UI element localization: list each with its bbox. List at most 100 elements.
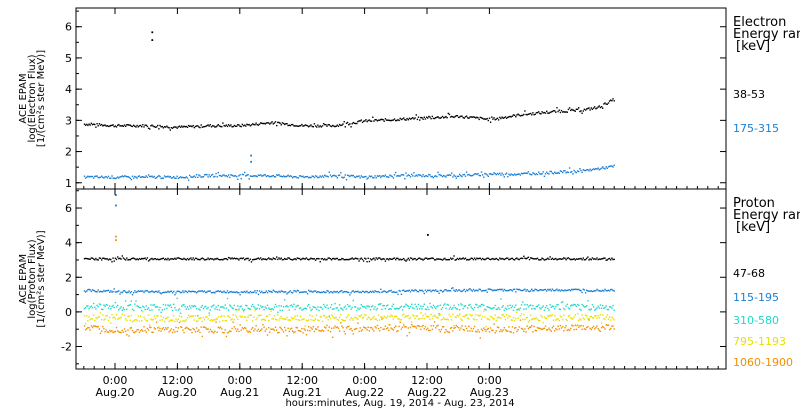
data-point <box>240 257 242 259</box>
data-point <box>373 308 375 310</box>
data-point <box>227 331 230 333</box>
data-point <box>236 316 238 318</box>
data-point <box>435 175 437 177</box>
data-point <box>503 327 505 329</box>
data-point <box>468 325 470 328</box>
data-point <box>273 329 276 331</box>
data-point <box>246 174 248 176</box>
data-point <box>343 307 345 309</box>
data-point <box>508 173 510 175</box>
data-point <box>139 315 142 317</box>
data-point <box>576 288 579 291</box>
data-point <box>435 117 437 119</box>
data-point <box>571 171 573 173</box>
data-point <box>525 290 527 292</box>
data-point <box>376 258 379 260</box>
data-point <box>563 314 565 316</box>
data-point <box>530 257 532 259</box>
data-point <box>400 259 403 261</box>
data-point <box>105 303 107 306</box>
data-point <box>141 126 143 128</box>
data-point <box>468 259 470 261</box>
data-point <box>219 326 222 328</box>
data-point <box>377 314 380 316</box>
data-point <box>129 124 131 126</box>
data-point <box>456 175 459 178</box>
data-point <box>278 257 280 259</box>
data-point <box>136 177 138 179</box>
data-point <box>588 170 590 172</box>
outlier-point <box>151 39 154 41</box>
data-point <box>145 175 147 177</box>
data-point <box>594 290 596 292</box>
data-point <box>261 259 263 261</box>
data-point <box>130 314 133 317</box>
data-point <box>467 290 469 292</box>
data-point <box>338 123 341 126</box>
data-point <box>493 307 495 309</box>
data-point <box>245 258 247 260</box>
data-point <box>542 328 544 330</box>
data-point <box>591 108 594 110</box>
data-point <box>372 258 374 260</box>
data-point <box>320 258 322 260</box>
data-point <box>370 259 373 261</box>
data-point <box>130 178 133 181</box>
data-point <box>179 258 182 260</box>
data-point <box>312 175 314 178</box>
data-point <box>580 169 582 172</box>
data-point <box>208 125 210 127</box>
data-point <box>190 307 192 309</box>
data-point <box>557 318 559 320</box>
data-point <box>356 290 358 293</box>
data-point <box>305 308 308 310</box>
data-point <box>95 126 97 128</box>
data-point <box>102 257 104 259</box>
data-point <box>152 125 154 127</box>
data-point <box>453 116 455 119</box>
data-point <box>348 175 350 177</box>
data-point <box>360 314 362 316</box>
data-point <box>153 258 155 260</box>
data-point <box>253 330 255 332</box>
data-point <box>311 258 313 260</box>
data-point <box>286 175 288 177</box>
data-point <box>400 293 403 295</box>
data-point <box>91 257 94 259</box>
data-point <box>306 258 309 260</box>
data-point <box>289 305 292 307</box>
data-point <box>89 306 91 308</box>
data-point <box>496 326 499 328</box>
data-point <box>141 320 143 322</box>
data-point <box>484 172 486 175</box>
data-point <box>301 176 303 178</box>
data-point <box>272 123 274 125</box>
data-point <box>185 259 187 261</box>
data-point <box>334 125 336 128</box>
data-point <box>296 327 298 329</box>
data-point <box>484 328 486 331</box>
data-point <box>428 308 430 311</box>
data-point <box>385 258 388 260</box>
data-point <box>423 258 425 260</box>
data-point <box>406 335 408 337</box>
data-point <box>242 328 245 330</box>
data-point <box>487 257 489 259</box>
data-point <box>161 309 163 311</box>
data-point <box>256 307 258 309</box>
data-point <box>194 125 197 128</box>
data-point <box>279 326 281 328</box>
x-tick-date-label: Aug.22 <box>408 386 447 399</box>
data-point <box>95 325 97 328</box>
data-point <box>462 257 464 259</box>
data-point <box>341 325 343 327</box>
data-point <box>239 125 241 127</box>
data-point <box>350 258 352 260</box>
data-point <box>405 290 407 292</box>
data-point <box>505 290 508 292</box>
data-point <box>385 119 388 121</box>
data-point <box>374 306 376 308</box>
data-point <box>119 307 121 310</box>
data-point <box>341 308 343 310</box>
data-point <box>102 176 104 179</box>
